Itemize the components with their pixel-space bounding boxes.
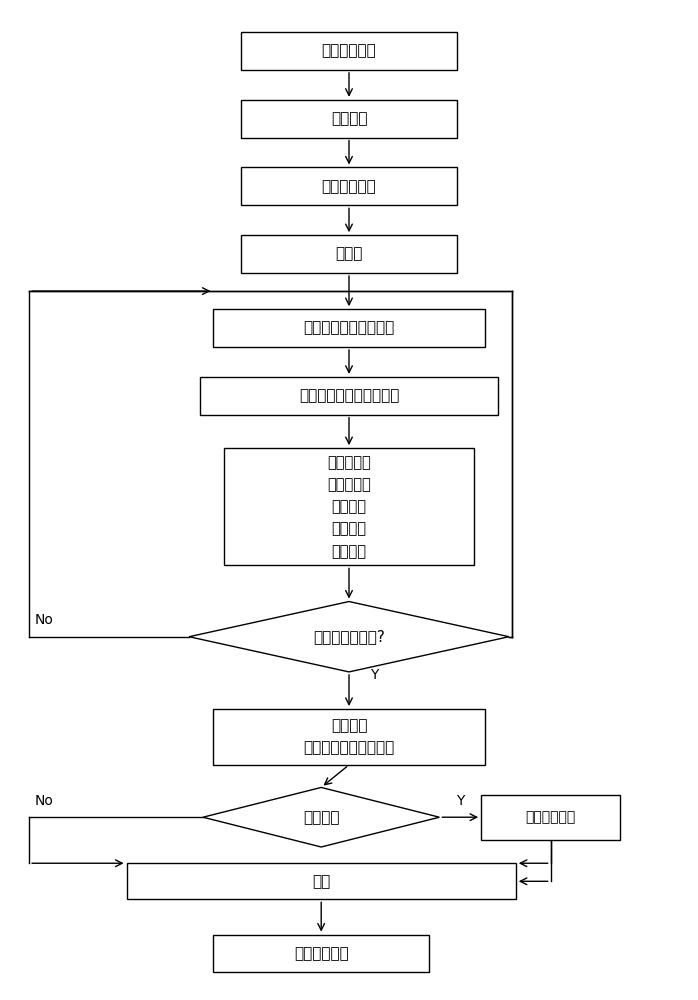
Polygon shape xyxy=(203,787,439,847)
Text: 输入灰度图像: 输入灰度图像 xyxy=(322,44,376,59)
Text: 特征提取: 特征提取 xyxy=(331,111,367,126)
Text: No: No xyxy=(35,613,54,627)
Text: 聚类: 聚类 xyxy=(312,874,330,889)
Text: 竞争选择
随机产生抗体加入网络: 竞争选择 随机产生抗体加入网络 xyxy=(304,718,394,755)
Text: Y: Y xyxy=(456,794,464,808)
Bar xyxy=(242,32,456,70)
Text: 迭代终止: 迭代终止 xyxy=(303,810,339,825)
Bar xyxy=(214,935,429,972)
Text: 更新入侵次数和刺激次数: 更新入侵次数和刺激次数 xyxy=(299,388,399,403)
Bar xyxy=(214,709,484,765)
Bar xyxy=(200,377,498,415)
Text: Y: Y xyxy=(370,668,378,682)
Text: 输出分割结果: 输出分割结果 xyxy=(294,946,348,961)
Text: 输出网络节点: 输出网络节点 xyxy=(526,810,576,824)
Text: 所有抗原已入侵?: 所有抗原已入侵? xyxy=(313,629,385,644)
Bar xyxy=(481,795,620,840)
Text: No: No xyxy=(35,794,54,808)
Bar xyxy=(242,100,456,138)
Text: 初始化: 初始化 xyxy=(335,247,363,262)
Bar xyxy=(242,235,456,273)
Bar xyxy=(242,167,456,205)
Text: 随机选取抗原入侵网络: 随机选取抗原入侵网络 xyxy=(304,321,394,336)
Bar xyxy=(224,448,474,565)
Text: 产生聚类数据: 产生聚类数据 xyxy=(322,179,376,194)
Bar xyxy=(126,863,516,899)
Bar xyxy=(214,309,484,347)
Polygon shape xyxy=(189,602,509,672)
Text: 选择和克隆
亲和度成熟
重新选择
细胞死亡
竞争选择: 选择和克隆 亲和度成熟 重新选择 细胞死亡 竞争选择 xyxy=(327,455,371,559)
